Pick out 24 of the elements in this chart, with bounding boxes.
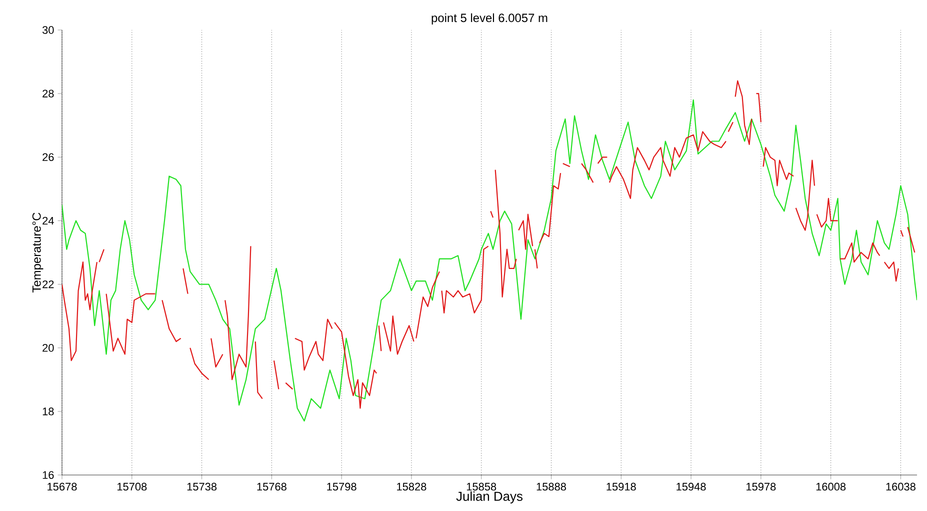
x-axis-title: Julian Days bbox=[456, 491, 522, 504]
x-tick-label: 15678 bbox=[48, 482, 77, 491]
x-tick-label: 15948 bbox=[676, 482, 706, 491]
y-tick-label: 18 bbox=[42, 408, 54, 416]
x-tick-label: 15828 bbox=[397, 482, 426, 491]
y-tick-label: 28 bbox=[42, 90, 54, 98]
y-tick-label: 24 bbox=[42, 216, 54, 225]
x-tick-label: 15738 bbox=[187, 482, 217, 491]
y-tick-label: 16 bbox=[42, 471, 54, 479]
y-tick-label: 22 bbox=[42, 280, 54, 288]
x-tick-label: 15798 bbox=[327, 482, 356, 491]
x-tick-label: 15918 bbox=[606, 482, 636, 491]
x-tick-label: 16008 bbox=[816, 482, 846, 491]
y-tick-label: 20 bbox=[42, 344, 54, 352]
y-axis-title: Temperature°C bbox=[32, 212, 44, 292]
x-tick-label: 15858 bbox=[466, 482, 496, 491]
y-tick-label: 26 bbox=[42, 153, 54, 162]
y-tick-label: 30 bbox=[42, 26, 54, 34]
x-tick-label: 15978 bbox=[746, 482, 776, 491]
x-tick-label: 15888 bbox=[536, 482, 566, 491]
x-tick-label: 15708 bbox=[117, 482, 147, 491]
x-tick-label: 15768 bbox=[257, 482, 286, 491]
chart-title: point 5 level 6.0057 m bbox=[432, 13, 548, 24]
x-tick-label: 16038 bbox=[886, 482, 916, 491]
